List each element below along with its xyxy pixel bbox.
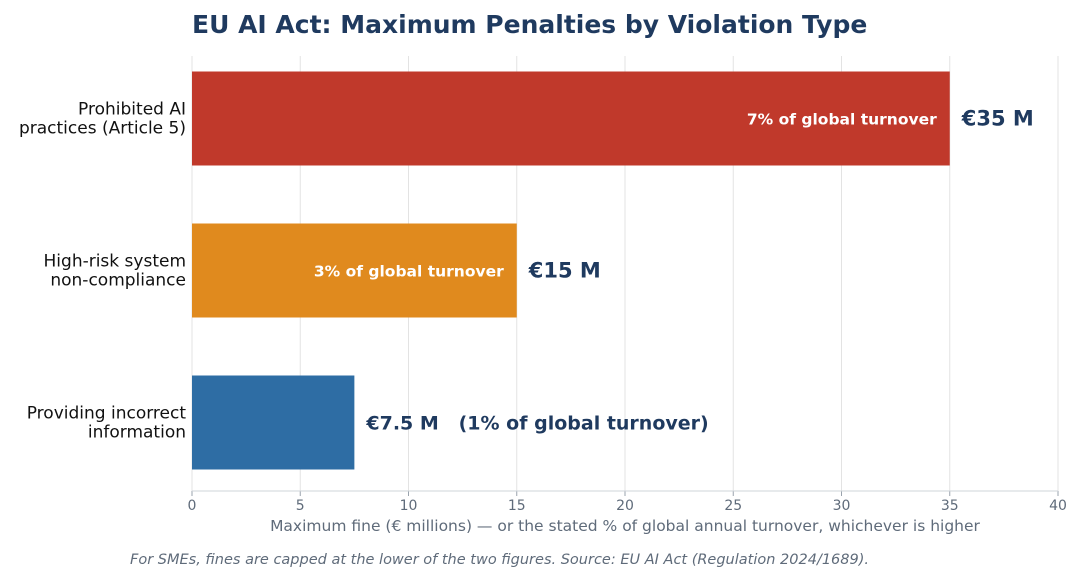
category-label: non-compliance	[50, 271, 186, 291]
chart-title: EU AI Act: Maximum Penalties by Violatio…	[192, 10, 867, 39]
bar	[192, 71, 950, 166]
bar-value-label: €35 M	[961, 107, 1034, 131]
x-tick-label: 25	[724, 498, 742, 514]
bar-value-label: €7.5 M (1% of global turnover)	[365, 413, 708, 435]
footnote: For SMEs, fines are capped at the lower …	[130, 552, 869, 568]
category-label: Providing incorrect	[27, 404, 187, 424]
x-tick-label: 20	[616, 498, 634, 514]
category-label: information	[88, 423, 186, 443]
bar	[192, 375, 355, 470]
category-label: practices (Article 5)	[19, 119, 186, 139]
category-label: High-risk system	[44, 252, 186, 272]
x-tick-label: 30	[833, 498, 851, 514]
x-axis: 0 5 10 15 20 25 30 35 40	[188, 490, 1067, 514]
x-tick-label: 5	[296, 498, 305, 514]
bar	[192, 223, 517, 318]
x-tick-label: 10	[400, 498, 418, 514]
bar-inner-label: 3% of global turnover	[314, 263, 504, 281]
category-label: Prohibited AI	[78, 100, 186, 120]
x-tick-label: 40	[1049, 498, 1067, 514]
x-tick-label: 15	[508, 498, 526, 514]
bar-inner-label: 7% of global turnover	[747, 111, 937, 129]
x-tick-label: 0	[188, 498, 197, 514]
x-axis-label: Maximum fine (€ millions) — or the state…	[270, 517, 980, 535]
x-tick-label: 35	[941, 498, 959, 514]
bar-value-label: €15 M	[528, 259, 601, 283]
